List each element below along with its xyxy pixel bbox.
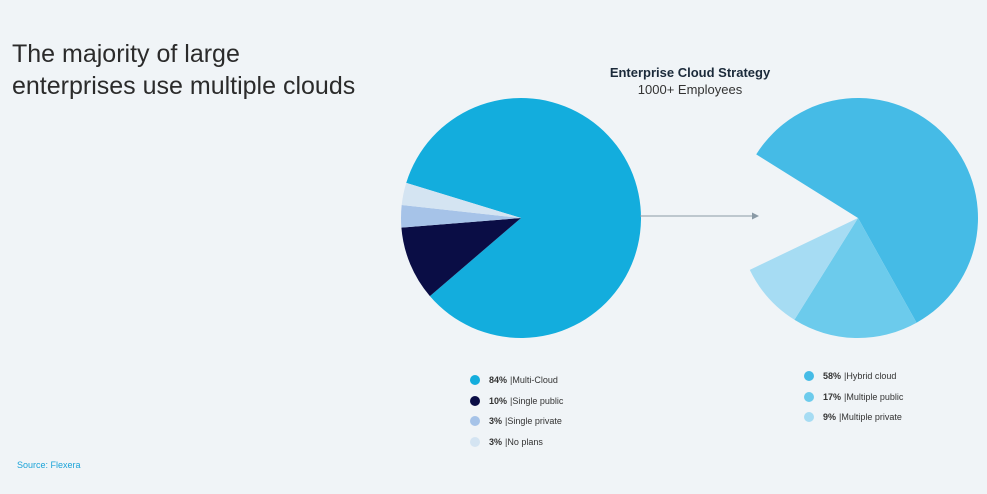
right-legend-item-multiple-public: 17% | Multiple public bbox=[804, 390, 903, 404]
legend-swatch bbox=[470, 416, 480, 426]
pie-chart-right bbox=[749, 97, 978, 339]
left-slice-single-private bbox=[401, 205, 521, 228]
legend-swatch bbox=[470, 395, 480, 406]
left-legend-item-multi-cloud: 84% | Multi-Cloud bbox=[470, 373, 563, 387]
right-slice-hybrid-cloud bbox=[756, 97, 978, 323]
slide-title-line-1: The majority of large bbox=[12, 40, 240, 68]
slide-title: The majority of large enterprises use mu… bbox=[12, 38, 355, 102]
connector-arrow bbox=[640, 212, 759, 220]
legend-value: 58% bbox=[823, 371, 842, 381]
legend-swatch bbox=[804, 371, 814, 381]
left-legend-item-single-public: 10% | Single public bbox=[470, 394, 563, 408]
legend-swatch bbox=[804, 391, 814, 402]
legend-separator: | bbox=[510, 395, 513, 406]
left-legend-item-single-private: 3% | Single private bbox=[470, 414, 563, 428]
legend-separator: | bbox=[839, 412, 842, 422]
legend-swatch bbox=[470, 375, 480, 385]
legend-label: Single private bbox=[507, 416, 562, 426]
pie-chart-left bbox=[401, 97, 641, 338]
legend-value: 3% bbox=[489, 416, 503, 426]
right-slice-multiple-private bbox=[749, 218, 858, 320]
legend-value: 10% bbox=[489, 395, 508, 406]
legend-right: 58% | Hybrid cloud 17% | Multiple public 9% |… bbox=[804, 369, 903, 431]
legend-separator: | bbox=[510, 375, 513, 385]
chart-subtitle: 1000+ Employees bbox=[637, 82, 743, 97]
right-legend-item-multiple-private: 9% | Multiple private bbox=[804, 410, 903, 424]
left-slice-single-public bbox=[401, 218, 521, 297]
legend-separator: | bbox=[505, 416, 508, 426]
legend-value: 17% bbox=[823, 391, 842, 402]
chart-heading: Enterprise Cloud Strategy 1000+ Employee… bbox=[560, 64, 820, 98]
legend-label: Multiple private bbox=[841, 412, 902, 422]
legend-label: Single public bbox=[512, 395, 564, 406]
left-slice-no-plans bbox=[401, 182, 521, 218]
right-legend-item-hybrid-cloud: 58% | Hybrid cloud bbox=[804, 369, 903, 383]
left-legend-item-no-plans: 3% | No plans bbox=[470, 435, 563, 449]
slide-title-line-2: enterprises use multiple clouds bbox=[12, 72, 356, 100]
legend-label: Multiple public bbox=[846, 391, 904, 402]
legend-value: 3% bbox=[489, 436, 503, 447]
legend-swatch bbox=[804, 412, 814, 422]
legend-value: 84% bbox=[489, 375, 508, 385]
legend-separator: | bbox=[844, 371, 847, 381]
legend-left: 84% | Multi-Cloud 10% | Single public 3% | Si… bbox=[470, 373, 563, 455]
legend-label: Multi-Cloud bbox=[512, 375, 558, 385]
legend-separator: | bbox=[505, 436, 508, 447]
legend-label: Hybrid cloud bbox=[846, 371, 897, 381]
source-note: Source: Flexera bbox=[17, 460, 81, 470]
legend-label: No plans bbox=[507, 436, 543, 447]
legend-value: 9% bbox=[823, 412, 837, 422]
chart-title: Enterprise Cloud Strategy bbox=[609, 65, 771, 80]
left-slice-multi-cloud bbox=[406, 97, 641, 338]
right-slice-multiple-public bbox=[794, 218, 917, 339]
legend-swatch bbox=[470, 436, 480, 447]
legend-separator: | bbox=[844, 391, 847, 402]
